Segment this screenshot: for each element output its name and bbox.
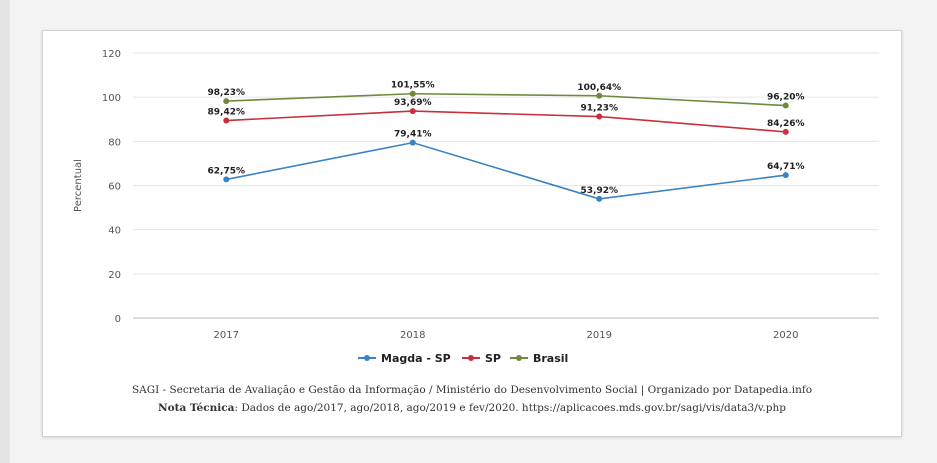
data-label: 93,69% [394,98,432,108]
data-label: 62,75% [208,166,246,176]
y-tick-label: 80 [108,137,121,148]
data-label: 98,23% [208,88,246,98]
data-label: 91,23% [581,104,619,114]
source-line: SAGI - Secretaria de Avaliação e Gestão … [131,384,813,396]
data-label: 89,42% [208,108,246,118]
technical-note: Nota Técnica: Dados de ago/2017, ago/201… [43,399,901,417]
y-tick-label: 0 [115,314,121,325]
line-chart: 0 20 40 60 80 100 120 2017 2018 2019 2020 Percent… [73,49,879,365]
page-edge-decoration [0,0,10,463]
technical-note-label: Nota Técnica [158,402,235,414]
data-point [409,90,416,97]
data-label: 79,41% [394,130,432,140]
y-tick-label: 60 [108,182,121,193]
x-axis-ticks: 2017 2018 2019 2020 [214,330,799,341]
y-tick-label: 120 [102,49,121,60]
data-label: 64,71% [767,162,805,172]
legend-label: SP [485,352,501,365]
y-tick-label: 100 [102,93,121,104]
data-labels: 62,75% 79,41% 53,92% 64,71% 89,42% 93,69% 91,2… [208,81,805,196]
x-tick-label: 2019 [587,330,612,341]
data-label: 101,55% [391,81,435,91]
legend-swatch-dot [364,355,370,361]
data-label: 53,92% [581,186,619,196]
data-point [409,139,416,146]
series-group [223,90,789,202]
legend-label: Magda - SP [381,352,451,365]
legend-label: Brasil [533,352,568,365]
data-point [223,176,230,183]
data-point [223,98,230,105]
series-line-2 [226,92,786,107]
y-axis-title: Percentual [73,159,84,212]
data-point [596,92,603,99]
x-tick-label: 2018 [400,330,425,341]
data-label: 96,20% [767,93,805,103]
y-tick-label: 20 [108,270,121,281]
data-point [782,128,789,135]
data-point [782,172,789,179]
x-tick-label: 2020 [773,330,798,341]
y-tick-label: 40 [108,226,121,237]
chart-card: 0 20 40 60 80 100 120 2017 2018 2019 2020 Percent… [42,30,902,437]
legend-swatch-dot [516,355,522,361]
data-label: 84,26% [767,119,805,129]
data-label: 100,64% [577,83,621,93]
x-tick-label: 2017 [214,330,239,341]
y-axis-ticks: 0 20 40 60 80 100 120 [102,49,121,325]
legend-swatch-dot [468,355,474,361]
data-point [782,102,789,109]
data-point [223,117,230,124]
legend: Magda - SP SP Brasil [358,352,568,365]
series-line-0 [226,141,786,200]
technical-note-text: : Dados de ago/2017, ago/2018, ago/2019 … [234,402,786,414]
data-point [596,113,603,120]
data-point [409,108,416,115]
source-note: SAGI - Secretaria de Avaliação e Gestão … [43,381,901,417]
series-line-1 [226,110,786,133]
grid-lines [133,52,879,319]
data-point [596,195,603,202]
